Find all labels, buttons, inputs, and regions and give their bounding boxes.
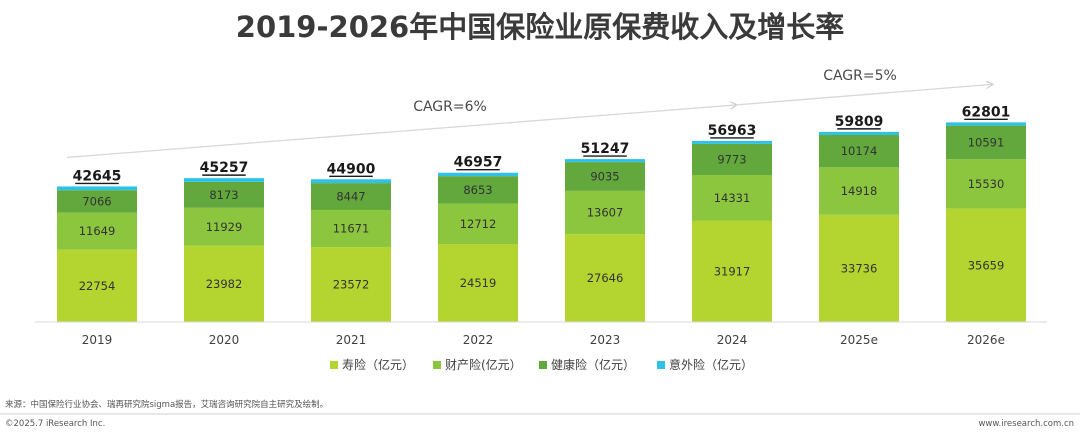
bar-label-life-2026e: 35659: [968, 258, 1005, 272]
bar-life-2023: [565, 234, 645, 322]
bar-label-health-2025e: 10174: [841, 144, 878, 158]
bar-label-life-2020: 23982: [206, 277, 243, 291]
total-label-2025e: 59809: [835, 114, 884, 130]
x-tick-2022: 2022: [463, 333, 494, 347]
bar-label-health-2023: 9035: [590, 169, 619, 183]
total-label-2022: 46957: [454, 155, 503, 171]
bar-label-health-2022: 8653: [463, 183, 492, 197]
copyright: ©2025.7 iResearch Inc.: [5, 419, 105, 429]
bar-label-health-2020: 8173: [209, 188, 238, 202]
bar-label-life-2024: 31917: [714, 264, 751, 278]
total-label-2024: 56963: [708, 123, 757, 139]
bar-label-property-2025e: 14918: [841, 184, 878, 198]
cagr-arrow-2024-2026: [735, 84, 992, 106]
bar-label-property-2019: 11649: [79, 224, 116, 238]
x-tick-2025e: 2025e: [840, 333, 878, 347]
bar-label-health-2019: 7066: [82, 194, 111, 208]
bars-layer: 22754 11649 7066 42645 23982 11929 8173 45257 23…: [57, 104, 1026, 322]
bar-life-2026e: [946, 208, 1026, 322]
x-tick-2023: 2023: [590, 333, 621, 347]
bar-accident-2022: [438, 172, 518, 177]
bar-health-2021: [311, 183, 391, 210]
bar-label-property-2022: 12712: [460, 217, 497, 231]
bar-label-property-2023: 13607: [587, 205, 624, 219]
total-label-2021: 44900: [327, 161, 376, 177]
bar-label-property-2021: 11671: [333, 222, 370, 236]
x-tick-2020: 2020: [209, 333, 240, 347]
bar-accident-2019: [57, 186, 137, 191]
legend-label-accident: 意外险（亿元）: [669, 357, 753, 372]
x-tick-2024: 2024: [717, 333, 748, 347]
bar-label-property-2020: 11929: [206, 220, 243, 234]
bar-health-2024: [692, 143, 772, 175]
bar-label-property-2024: 14331: [714, 191, 751, 205]
bar-property-2019: [57, 212, 137, 250]
bar-life-2020: [184, 245, 264, 322]
legend-label-property: 财产险(亿元）: [445, 357, 522, 372]
bar-label-life-2022: 24519: [460, 276, 497, 290]
chart-title: 2019-2026年中国保险业原保费收入及增长率: [236, 10, 844, 44]
bar-life-2024: [692, 220, 772, 322]
bar-label-life-2021: 23572: [333, 278, 370, 292]
bar-property-2026e: [946, 159, 1026, 209]
total-label-2023: 51247: [581, 141, 630, 157]
cagr-label-2024-2026: CAGR=5%: [823, 68, 897, 84]
bar-accident-2023: [565, 159, 645, 163]
bar-property-2025e: [819, 167, 899, 215]
bar-accident-2026e: [946, 122, 1026, 126]
bar-property-2023: [565, 190, 645, 235]
cagr-arrow-2019-2024: [66, 105, 736, 159]
bar-property-2024: [692, 174, 772, 221]
bar-health-2026e: [946, 125, 1026, 160]
bar-property-2022: [438, 203, 518, 245]
legend-swatch-health: [539, 361, 547, 369]
legend-swatch-life: [330, 361, 338, 369]
legend-swatch-property: [433, 361, 441, 369]
bar-health-2019: [57, 190, 137, 213]
bar-label-health-2024: 9773: [717, 152, 746, 166]
total-label-2019: 42645: [73, 168, 122, 184]
bar-accident-2021: [311, 179, 391, 184]
bar-accident-2025e: [819, 131, 899, 135]
legend-label-health: 健康险（亿元）: [551, 357, 635, 372]
bar-property-2021: [311, 209, 391, 248]
website: www.iresearch.com.cn: [978, 419, 1074, 429]
bar-label-health-2021: 8447: [336, 190, 365, 204]
x-tick-2019: 2019: [82, 333, 113, 347]
x-tick-2026e: 2026e: [967, 333, 1005, 347]
source-note: 来源：中国保险行业协会、瑞再研究院sigma报告，艾瑞咨询研究院自主研究及绘制。: [5, 399, 328, 410]
bar-label-life-2025e: 33736: [841, 261, 878, 275]
bar-accident-2020: [184, 178, 264, 182]
total-label-2026e: 62801: [962, 104, 1011, 120]
bar-health-2022: [438, 176, 518, 204]
bar-label-life-2019: 22754: [79, 279, 116, 293]
bar-health-2020: [184, 181, 264, 208]
cagr-trend-layer: CAGR=6% CAGR=5%: [66, 68, 992, 159]
bar-life-2022: [438, 244, 518, 322]
x-tick-layer: 2019 2020 2021 2022 2023 2024 2025e 2026e: [82, 333, 1005, 347]
bar-accident-2024: [692, 140, 772, 144]
bar-label-life-2023: 27646: [587, 271, 624, 285]
bar-life-2025e: [819, 214, 899, 322]
legend-label-life: 寿险（亿元）: [342, 357, 414, 372]
bar-label-health-2026e: 10591: [968, 135, 1005, 149]
bar-life-2019: [57, 249, 137, 322]
bar-label-property-2026e: 15530: [968, 177, 1005, 191]
legend: 寿险（亿元） 财产险(亿元） 健康险（亿元） 意外险（亿元）: [330, 357, 753, 372]
bar-property-2020: [184, 207, 264, 246]
total-label-2020: 45257: [200, 160, 249, 176]
bar-life-2021: [311, 247, 391, 322]
cagr-label-2019-2024: CAGR=6%: [413, 99, 487, 115]
bar-health-2025e: [819, 134, 899, 168]
x-tick-2021: 2021: [336, 333, 367, 347]
bar-health-2023: [565, 162, 645, 191]
legend-swatch-accident: [657, 361, 665, 369]
